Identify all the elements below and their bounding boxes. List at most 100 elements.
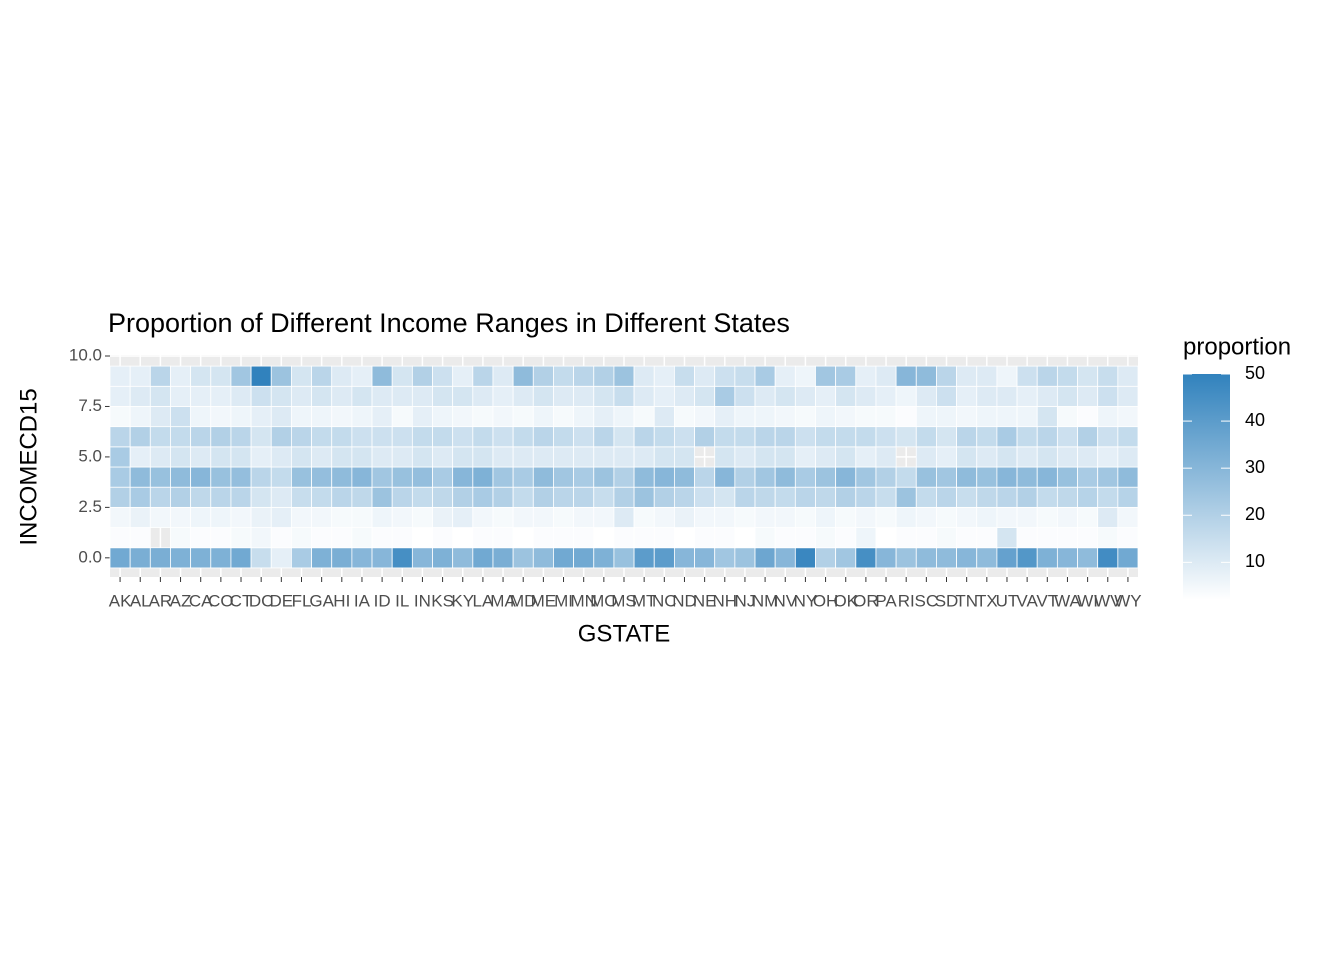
- tile: [573, 486, 595, 508]
- tile: [794, 385, 816, 407]
- tile: [512, 365, 534, 387]
- tile: [170, 365, 192, 387]
- tile: [553, 466, 575, 488]
- x-tick-label: AK: [109, 591, 132, 610]
- tile: [1036, 506, 1058, 528]
- x-tick-label: AR: [149, 591, 173, 610]
- tile: [512, 506, 534, 528]
- tile: [573, 527, 595, 549]
- tile: [129, 385, 151, 407]
- tile: [250, 446, 272, 468]
- tile: [331, 506, 353, 528]
- tile: [109, 527, 131, 549]
- tile: [915, 466, 937, 488]
- x-tick-label: MD: [510, 591, 536, 610]
- tile: [270, 385, 292, 407]
- colorbar-label: 20: [1245, 504, 1265, 524]
- tile: [653, 547, 675, 569]
- tile: [633, 406, 655, 428]
- tile: [452, 466, 474, 488]
- tile: [573, 506, 595, 528]
- tile: [351, 406, 373, 428]
- tile: [311, 527, 333, 549]
- tile: [452, 406, 474, 428]
- tile: [1016, 446, 1038, 468]
- tile: [331, 446, 353, 468]
- tile: [250, 406, 272, 428]
- tile: [855, 365, 877, 387]
- tile: [452, 506, 474, 528]
- tile: [673, 527, 695, 549]
- tile: [794, 406, 816, 428]
- tile: [351, 466, 373, 488]
- tile: [815, 406, 837, 428]
- tile: [956, 365, 978, 387]
- tile: [956, 466, 978, 488]
- tile: [714, 385, 736, 407]
- tile: [996, 426, 1018, 448]
- tile: [875, 486, 897, 508]
- tile: [1016, 466, 1038, 488]
- x-tick-label: MO: [590, 591, 617, 610]
- tile: [553, 527, 575, 549]
- tile: [210, 547, 232, 569]
- tile: [573, 426, 595, 448]
- tile: [1056, 446, 1078, 468]
- tile: [149, 426, 171, 448]
- tile: [653, 446, 675, 468]
- tile: [452, 365, 474, 387]
- tile: [472, 406, 494, 428]
- tile: [230, 385, 252, 407]
- tile: [432, 446, 454, 468]
- tile: [291, 385, 312, 407]
- tile: [452, 486, 474, 508]
- tile: [553, 426, 575, 448]
- tile: [734, 446, 756, 468]
- tile: [774, 365, 796, 387]
- tile: [593, 446, 615, 468]
- tile: [452, 527, 474, 549]
- tile: [875, 365, 897, 387]
- tile: [432, 506, 454, 528]
- colorbar-label: 30: [1245, 457, 1265, 477]
- tile: [1056, 365, 1078, 387]
- x-tick-label: WI: [1077, 591, 1098, 610]
- tile: [411, 486, 433, 508]
- tile: [270, 406, 292, 428]
- tile: [956, 426, 978, 448]
- tile: [875, 426, 897, 448]
- x-tick-label: GA: [309, 591, 334, 610]
- tile: [129, 547, 151, 569]
- tile: [673, 466, 695, 488]
- tile: [230, 547, 252, 569]
- tile: [532, 446, 554, 468]
- tile: [472, 527, 494, 549]
- tile: [149, 365, 171, 387]
- tile: [371, 466, 393, 488]
- x-tick-label: NM: [752, 591, 778, 610]
- tile: [996, 486, 1018, 508]
- tile: [956, 486, 978, 508]
- colorbar-label: 40: [1245, 410, 1265, 430]
- tile: [754, 365, 776, 387]
- tile: [1056, 466, 1078, 488]
- x-tick-label: WA: [1054, 591, 1081, 610]
- tile: [472, 446, 494, 468]
- tile: [492, 426, 514, 448]
- tile: [936, 365, 957, 387]
- x-tick-label: NJ: [735, 591, 756, 610]
- tile: [371, 547, 393, 569]
- x-tick-label: OR: [853, 591, 879, 610]
- tile: [532, 365, 554, 387]
- tile: [270, 446, 292, 468]
- tile: [1117, 406, 1139, 428]
- tile: [815, 426, 837, 448]
- tile: [1117, 527, 1139, 549]
- tile: [391, 506, 413, 528]
- tile: [653, 466, 675, 488]
- tile: [593, 547, 615, 569]
- tile: [915, 506, 937, 528]
- tile: [613, 547, 635, 569]
- tile: [472, 506, 494, 528]
- tile: [855, 446, 877, 468]
